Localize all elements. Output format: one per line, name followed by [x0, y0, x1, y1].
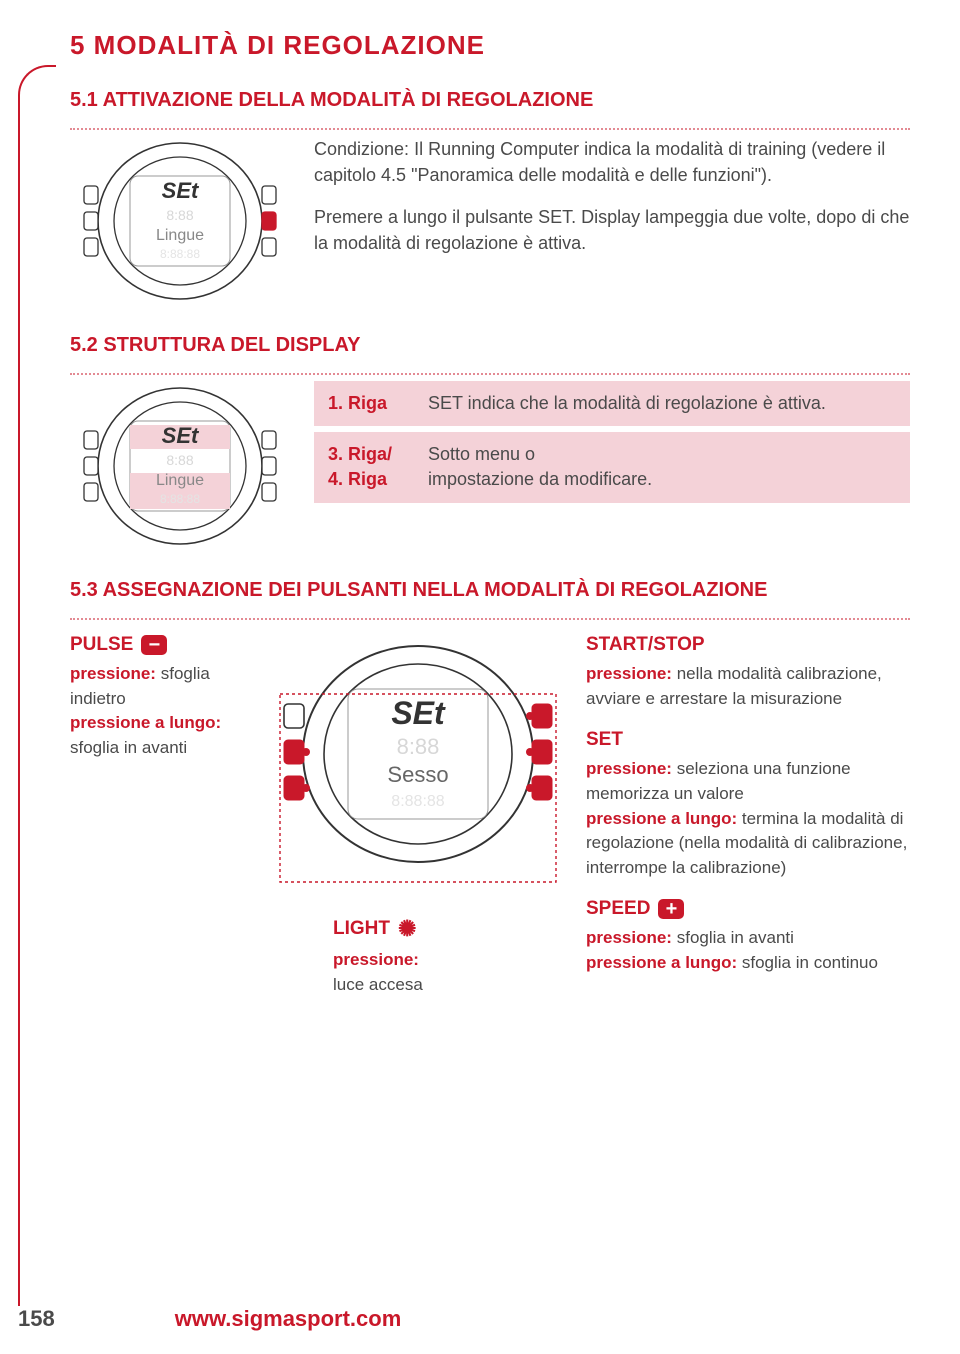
watch-digits2: 8:88:88 [160, 247, 200, 261]
speed-desc: pressione: sfoglia in avanti pressione a… [586, 926, 910, 975]
section-5-2-title: 5.2 STRUTTURA DEL DISPLAY [70, 334, 910, 357]
set-label: SET [586, 729, 910, 751]
para-5-1-1: Condizione: Il Running Computer indica l… [314, 136, 910, 188]
startstop-press-label: pressione: [586, 664, 672, 683]
footer-url: www.sigmasport.com [175, 1306, 402, 1332]
watch-digits: 8:88 [166, 207, 193, 223]
light-desc: pressione: luce accesa [333, 948, 503, 997]
speed-label-text: SPEED [586, 898, 650, 920]
speed-long-label: pressione a lungo: [586, 953, 737, 972]
section-5-2-table: 1. Riga SET indica che la modalità di re… [314, 381, 910, 509]
page-content: 5 MODALITÀ DI REGOLAZIONE 5.1 ATTIVAZION… [0, 0, 960, 1354]
struct-val-1: SET indica che la modalità di regolazion… [428, 391, 896, 416]
startstop-desc: pressione: nella modalità calibrazione, … [586, 662, 910, 711]
svg-text:SEt: SEt [391, 695, 446, 731]
light-press-label: pressione: [333, 950, 419, 969]
pulse-label: PULSE − [70, 634, 250, 656]
para-5-1-2: Premere a lungo il pulsante SET. Display… [314, 204, 910, 256]
struct-row-2: 3. Riga/ 4. Riga Sotto menu o impostazio… [314, 432, 910, 502]
right-buttons-column: START/STOP pressione: nella modalità cal… [586, 634, 910, 994]
svg-text:SEt: SEt [162, 423, 200, 448]
buttons-grid: PULSE − pressione: sfoglia indietro pres… [70, 634, 910, 1015]
pulse-label-text: PULSE [70, 634, 133, 656]
plus-icon: + [658, 899, 684, 919]
watch-line1: SEt [162, 178, 200, 203]
set-press-label: pressione: [586, 759, 672, 778]
page-number: 158 [18, 1306, 55, 1332]
svg-text:8:88:88: 8:88:88 [391, 793, 444, 810]
svg-text:Lingue: Lingue [156, 472, 204, 489]
light-icon: ✺ [398, 916, 416, 942]
set-long-label: pressione a lungo: [586, 809, 737, 828]
svg-text:8:88: 8:88 [166, 452, 193, 468]
divider [70, 373, 910, 375]
set-desc: pressione: seleziona una funzione memori… [586, 757, 910, 880]
pulse-block: PULSE − pressione: sfoglia indietro pres… [70, 634, 250, 779]
section-5-3-title: 5.3 ASSEGNAZIONE DEI PULSANTI NELLA MODA… [70, 579, 910, 602]
minus-icon: − [141, 635, 167, 655]
svg-text:8:88:88: 8:88:88 [160, 492, 200, 506]
light-press-text: luce accesa [333, 975, 423, 994]
light-label-text: LIGHT [333, 918, 390, 940]
svg-text:8:88: 8:88 [397, 734, 440, 759]
section-5-1-row: SEt 8:88 Lingue 8:88:88 Condizione: Il R… [70, 136, 910, 306]
struct-key-2: 3. Riga/ 4. Riga [328, 442, 428, 492]
struct-row-1: 1. Riga SET indica che la modalità di re… [314, 381, 910, 426]
section-5-1-text: Condizione: Il Running Computer indica l… [314, 136, 910, 272]
divider [70, 128, 910, 130]
section-5-2-row: SEt 8:88 Lingue 8:88:88 1. Riga SET indi… [70, 381, 910, 551]
main-title: 5 MODALITÀ DI REGOLAZIONE [70, 30, 910, 61]
watch-line2: Lingue [156, 227, 204, 244]
struct-key-1: 1. Riga [328, 391, 428, 416]
light-block: LIGHT ✺ pressione: luce accesa [333, 916, 503, 1015]
pulse-long-text: sfoglia in avanti [70, 738, 187, 757]
light-label: LIGHT ✺ [333, 916, 503, 942]
divider [70, 618, 910, 620]
footer: 158 www.sigmasport.com [18, 1306, 910, 1332]
center-column: SEt 8:88 Sesso 8:88:88 LIGHT ✺ [268, 634, 568, 1015]
watch-illustration-5-3: SEt 8:88 Sesso 8:88:88 [278, 634, 558, 894]
speed-press-label: pressione: [586, 928, 672, 947]
speed-label: SPEED + [586, 898, 910, 920]
struct-val-2: Sotto menu o impostazione da modificare. [428, 442, 896, 492]
speed-press-text: sfoglia in avanti [677, 928, 794, 947]
watch-illustration-5-2: SEt 8:88 Lingue 8:88:88 [70, 381, 290, 551]
pulse-desc: pressione: sfoglia indietro pressione a … [70, 662, 250, 761]
pulse-long-label: pressione a lungo: [70, 713, 221, 732]
watch-illustration-5-1: SEt 8:88 Lingue 8:88:88 [70, 136, 290, 306]
svg-text:Sesso: Sesso [387, 762, 448, 787]
speed-long-text: sfoglia in continuo [742, 953, 878, 972]
pulse-press-label: pressione: [70, 664, 156, 683]
section-5-1-title: 5.1 ATTIVAZIONE DELLA MODALITÀ DI REGOLA… [70, 89, 910, 112]
startstop-label: START/STOP [586, 634, 910, 656]
